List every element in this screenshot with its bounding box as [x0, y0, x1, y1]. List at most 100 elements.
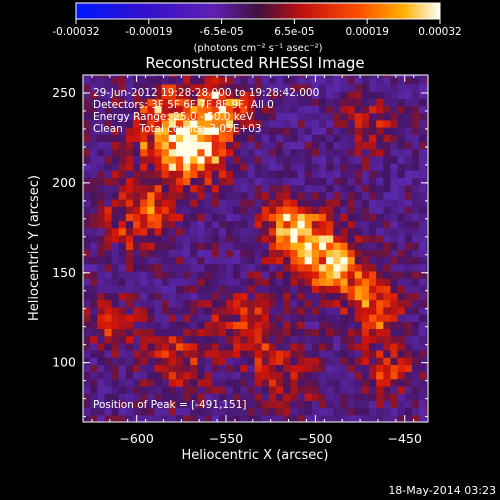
heatmap-cell [283, 206, 291, 214]
heatmap-cell [347, 105, 356, 114]
heatmap-cell [311, 292, 320, 301]
heatmap-cell [426, 141, 428, 150]
heatmap-cell [154, 235, 163, 243]
heatmap-cell [161, 378, 170, 387]
heatmap-cell [369, 134, 377, 143]
heatmap-cell [83, 83, 91, 92]
heatmap-cell [254, 386, 263, 394]
heatmap-cell [268, 105, 277, 114]
heatmap-cell [104, 299, 113, 308]
heatmap-cell [397, 292, 406, 301]
heatmap-cell [254, 91, 263, 99]
heatmap-cell [283, 357, 291, 365]
heatmap-cell [97, 155, 105, 164]
heatmap-cell [261, 263, 270, 272]
heatmap-cell [90, 220, 98, 229]
heatmap-cell [111, 357, 120, 365]
heatmap-cell [304, 285, 313, 294]
heatmap-cell [111, 127, 120, 135]
heatmap-cell [204, 127, 213, 135]
heatmap-cell [318, 105, 327, 114]
heatmap-cell [326, 378, 334, 387]
heatmap-cell [218, 83, 227, 92]
heatmap-cell [276, 285, 284, 294]
heatmap-cell [397, 220, 406, 229]
heatmap-cell [390, 414, 399, 422]
heatmap-cell [204, 155, 213, 164]
heatmap-cell [197, 306, 206, 315]
heatmap-cell [140, 393, 148, 401]
heatmap-cell [247, 105, 256, 114]
heatmap-cell [240, 235, 248, 243]
heatmap-cell [218, 299, 227, 308]
heatmap-cell [276, 242, 284, 250]
heatmap-cell [261, 292, 270, 301]
heatmap-cell [340, 278, 349, 286]
heatmap-cell [383, 76, 391, 85]
heatmap-cell [90, 314, 98, 322]
heatmap-cell [240, 184, 248, 193]
heatmap-cell [254, 278, 263, 286]
heatmap-cell [118, 278, 127, 286]
heatmap-cell [190, 263, 198, 272]
heatmap-cell [283, 227, 291, 236]
heatmap-cell [111, 314, 120, 322]
heatmap-cell [104, 98, 113, 107]
heatmap-cell [118, 134, 127, 143]
heatmap-cell [311, 278, 320, 286]
heatmap-cell [283, 335, 291, 344]
heatmap-cell [90, 386, 98, 394]
heatmap-cell [340, 342, 349, 351]
heatmap-cell [118, 378, 127, 387]
heatmap-cell [97, 206, 105, 214]
heatmap-cell [83, 386, 91, 394]
heatmap-cell [104, 170, 113, 178]
heatmap-cell [140, 357, 148, 365]
heatmap-cell [90, 155, 98, 164]
heatmap-cell [183, 213, 191, 222]
heatmap-cell [168, 199, 177, 207]
heatmap-cell [83, 184, 91, 193]
heatmap-cell [369, 206, 377, 214]
heatmap-cell [147, 163, 156, 171]
heatmap-cell [276, 127, 284, 135]
heatmap-cell [326, 170, 334, 178]
heatmap-cell [268, 342, 277, 351]
heatmap-cell [304, 119, 313, 128]
heatmap-cell [390, 328, 399, 337]
heatmap-cell [168, 127, 177, 135]
heatmap-cell [283, 98, 291, 107]
heatmap-cell [426, 407, 428, 416]
heatmap-cell [204, 213, 213, 222]
heatmap-cell [140, 371, 148, 380]
heatmap-cell [211, 378, 220, 387]
heatmap-cell [354, 177, 363, 186]
heatmap-cell [147, 91, 156, 99]
heatmap-cell [247, 141, 256, 150]
heatmap-cell [97, 105, 105, 114]
heatmap-cell [283, 256, 291, 265]
heatmap-cell [297, 400, 306, 409]
heatmap-cell [411, 371, 420, 380]
heatmap-cell [104, 270, 113, 279]
heatmap-cell [390, 105, 399, 114]
heatmap-cell [261, 76, 270, 85]
heatmap-cell [168, 235, 177, 243]
heatmap-cell [111, 393, 120, 401]
heatmap-cell [161, 400, 170, 409]
heatmap-cell [297, 177, 306, 186]
heatmap-cell [175, 148, 184, 157]
heatmap-cell [125, 235, 134, 243]
heatmap-cell [183, 148, 191, 157]
heatmap-cell [240, 371, 248, 380]
heatmap-cell [411, 357, 420, 365]
heatmap-cell [390, 170, 399, 178]
heatmap-cell [197, 386, 206, 394]
heatmap-cell [125, 163, 134, 171]
colorbar-tick-label: 6.5e-05 [274, 26, 314, 38]
heatmap-cell [340, 119, 349, 128]
heatmap-cell [297, 335, 306, 344]
heatmap-cell [118, 328, 127, 337]
heatmap-cell [268, 213, 277, 222]
heatmap-cell [147, 371, 156, 380]
